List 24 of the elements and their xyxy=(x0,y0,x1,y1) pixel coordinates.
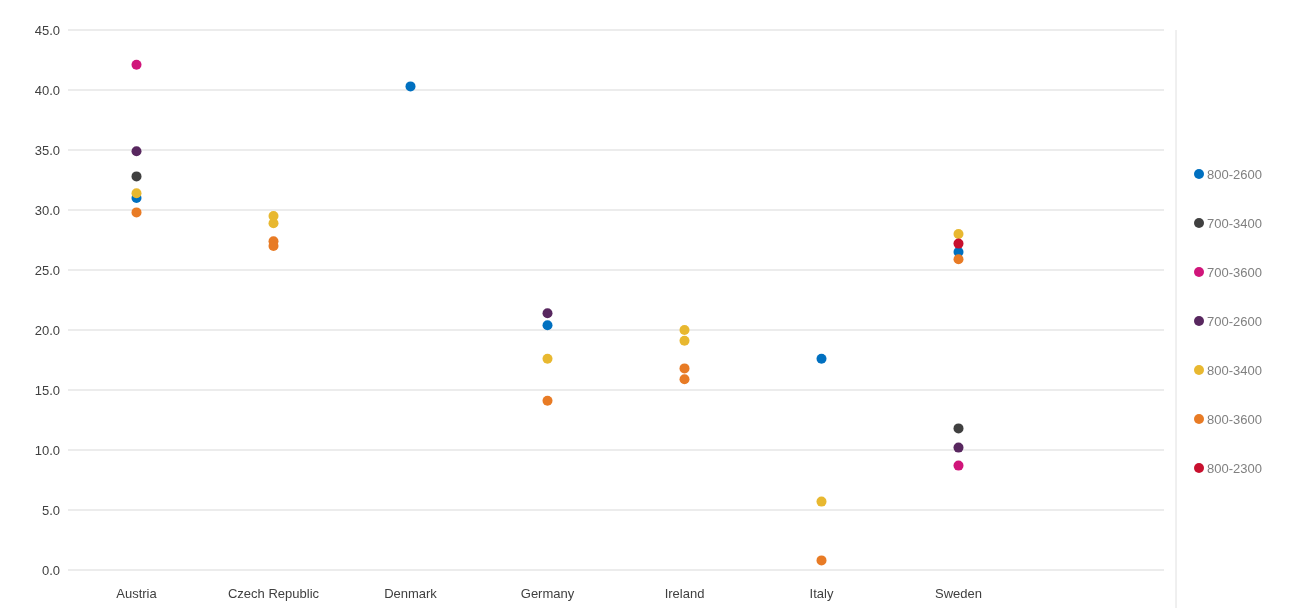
legend-label: 700-2600 xyxy=(1207,313,1262,329)
y-tick-label: 0.0 xyxy=(41,562,60,578)
x-tick-label: Austria xyxy=(116,586,158,601)
y-tick-label: 35.0 xyxy=(34,142,60,158)
x-tick-label: Czech Republic xyxy=(227,586,320,601)
y-tick-label: 15.0 xyxy=(34,382,60,398)
legend-label: 800-2300 xyxy=(1207,460,1262,476)
x-tick-label: Sweden xyxy=(935,586,982,601)
legend-label: 800-2600 xyxy=(1207,166,1262,182)
legend-label: 700-3400 xyxy=(1207,215,1262,231)
y-tick-label: 30.0 xyxy=(34,202,60,218)
y-tick-label: 10.0 xyxy=(34,442,60,458)
y-tick-label: 45.0 xyxy=(34,22,60,38)
y-tick-label: 5.0 xyxy=(41,502,60,518)
x-tick-label: Germany xyxy=(520,586,575,601)
legend-label: 800-3600 xyxy=(1207,411,1262,427)
y-tick-label: 25.0 xyxy=(34,262,60,278)
x-tick-label: Italy xyxy=(809,586,834,601)
y-tick-label: 20.0 xyxy=(34,322,60,338)
x-tick-label: Ireland xyxy=(664,586,705,601)
x-tick-label: Denmark xyxy=(384,586,438,601)
legend-label: 800-3400 xyxy=(1207,362,1262,378)
legend-label: 700-3600 xyxy=(1207,264,1262,280)
y-tick-label: 40.0 xyxy=(34,82,60,98)
